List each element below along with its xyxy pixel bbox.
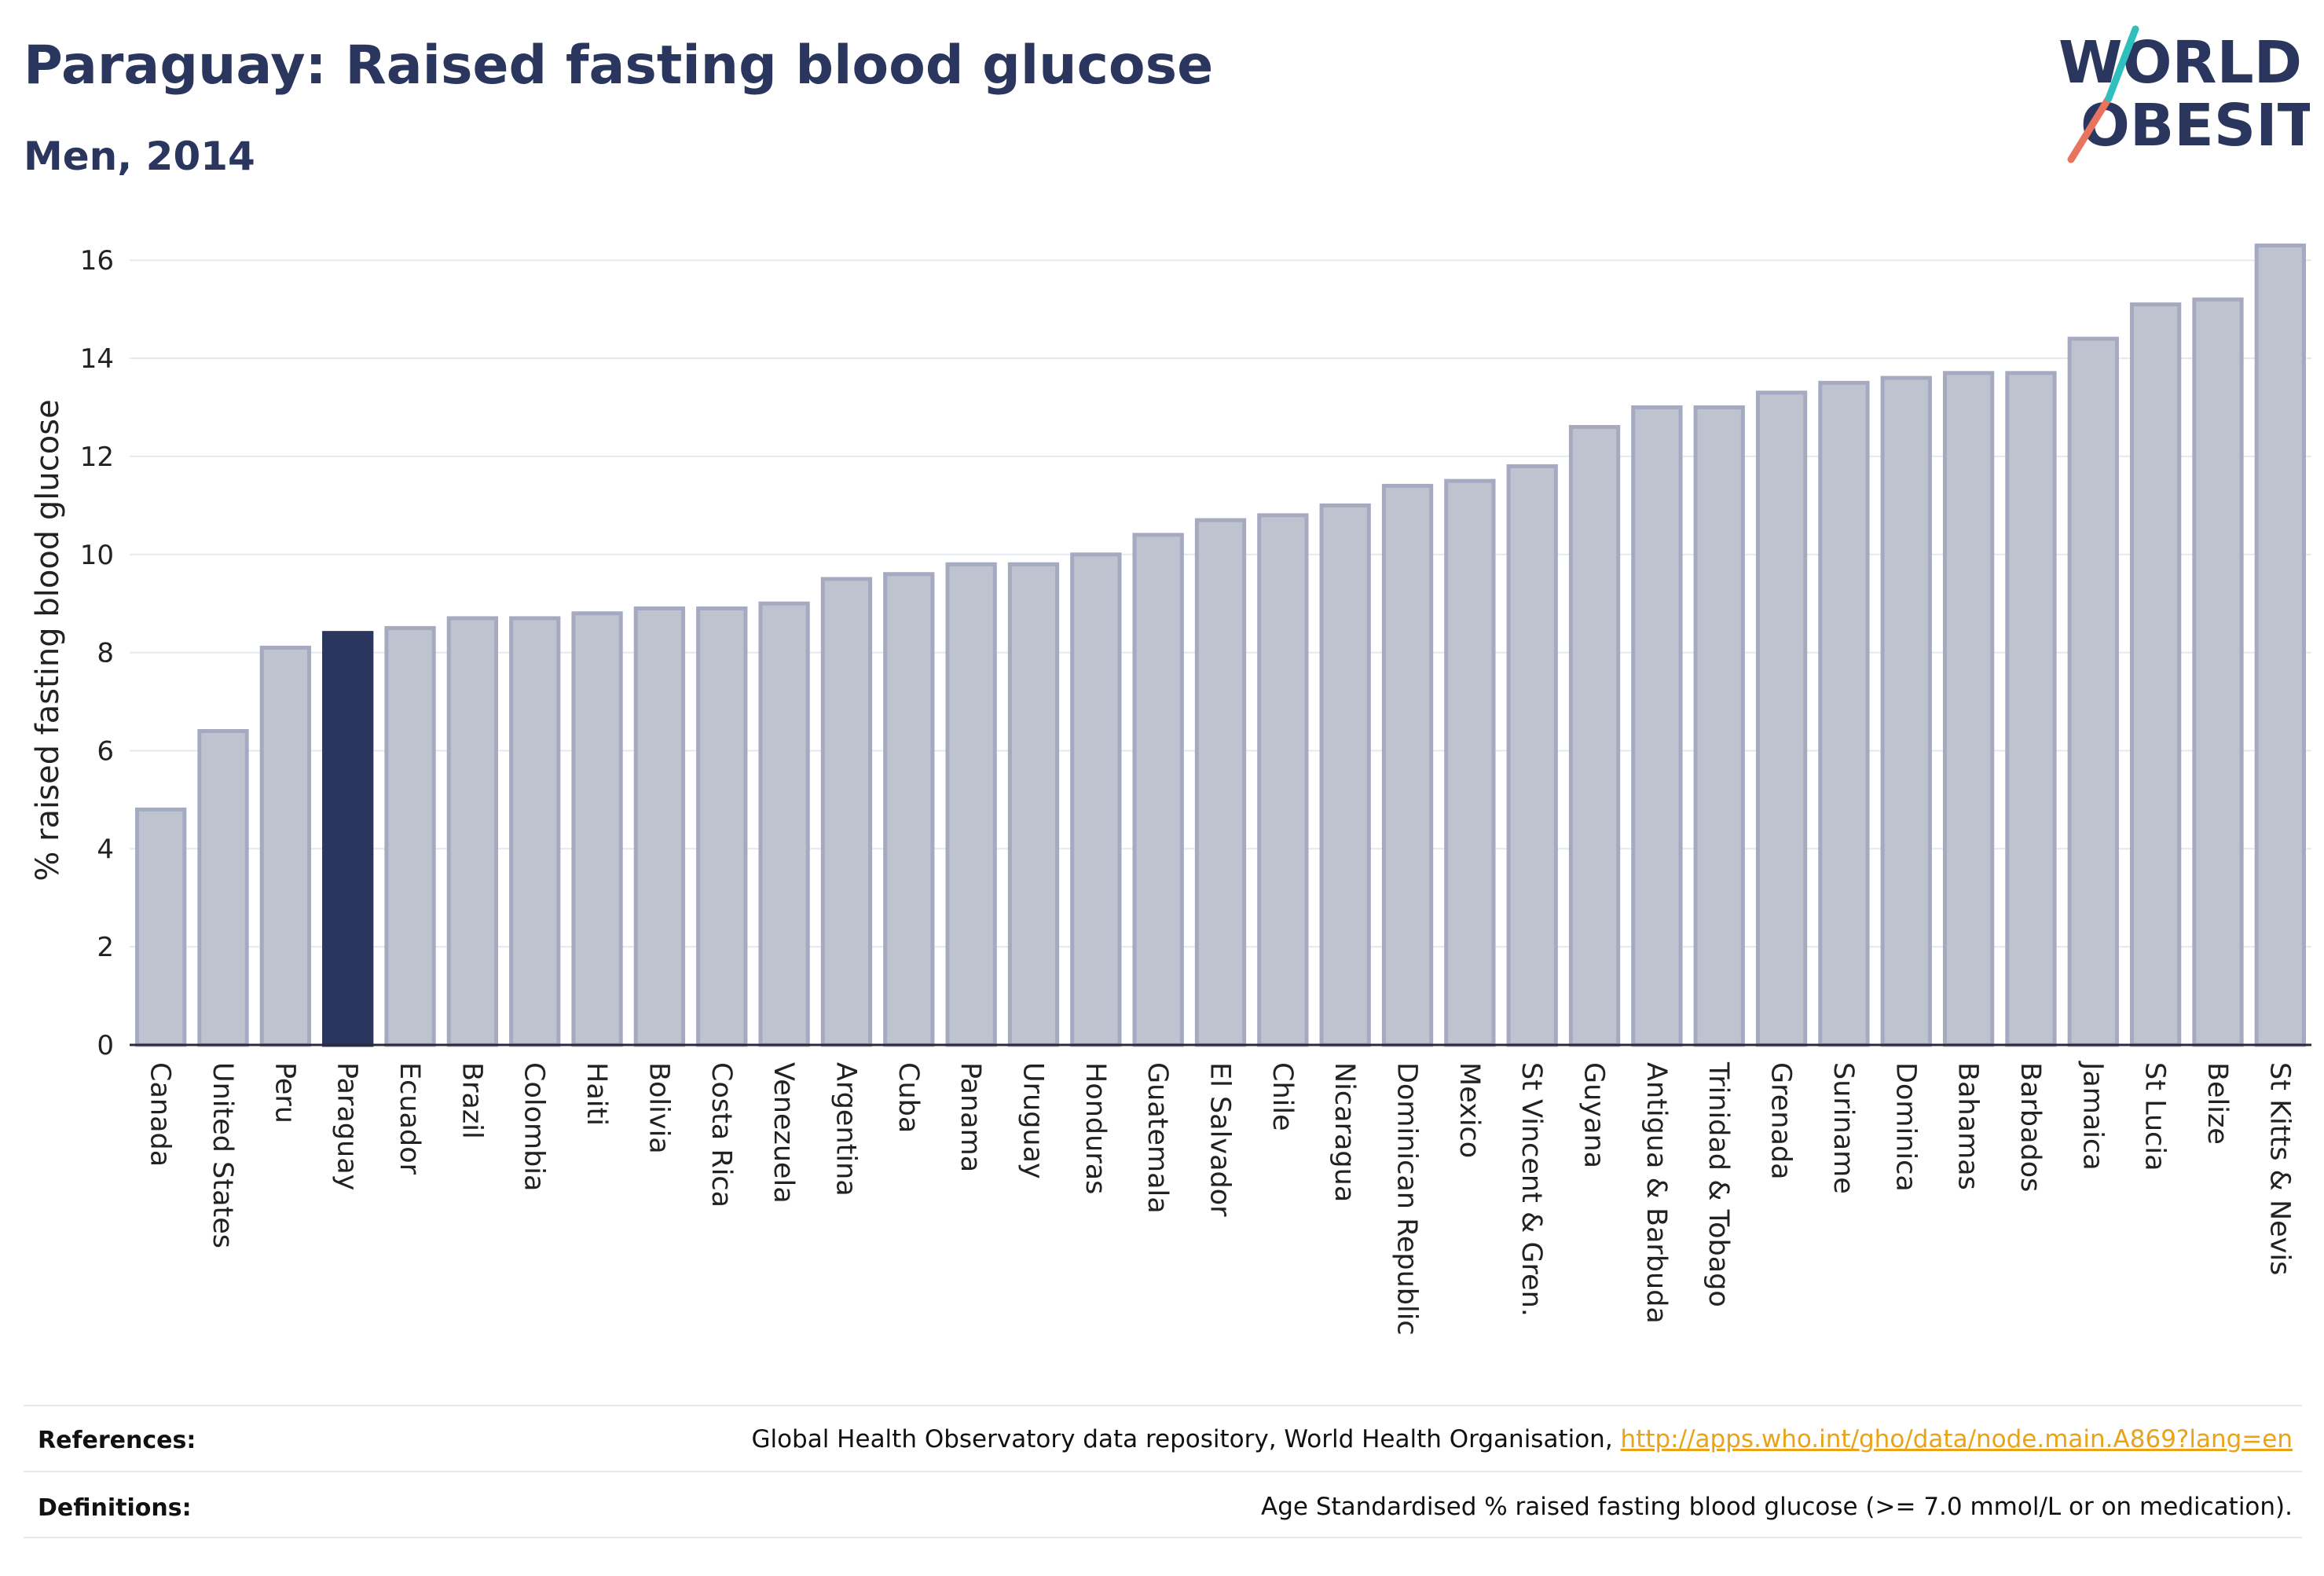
footer-divider-middle (24, 1471, 2302, 1472)
footer-divider-bottom (24, 1537, 2302, 1538)
x-tick-label: Uruguay (1017, 1062, 1048, 1179)
bar (1257, 513, 1309, 1047)
x-tick-label: St Kitts & Nevis (2264, 1062, 2295, 1275)
bar (820, 577, 873, 1047)
logo-slash-coral (2067, 94, 2113, 163)
x-tick-label: Mexico (1453, 1062, 1485, 1158)
logo-line1: WORLD (2058, 29, 2302, 97)
bar-chart: 0 2 4 6 8 10 12 14 16 Canada United States Peru Para… (30, 243, 2311, 1336)
x-tick-label: Costa Rica (706, 1062, 737, 1208)
x-tick-label: Barbados (2014, 1062, 2046, 1192)
x-tick-label: Grenada (1765, 1062, 1797, 1180)
bar (2067, 336, 2119, 1047)
bar (384, 625, 436, 1047)
x-tick-label: Chile (1266, 1062, 1298, 1131)
bar (2254, 243, 2306, 1047)
references-text: Global Health Observatory data repositor… (751, 1425, 1613, 1453)
definitions-value: Age Standardised % raised fasting blood … (1261, 1493, 2293, 1521)
x-tick-label: Bolivia (643, 1062, 674, 1154)
bar (633, 606, 686, 1047)
bar (1693, 405, 1745, 1047)
x-tick-label: United States (207, 1062, 238, 1248)
definitions-label: Definitions: (38, 1494, 192, 1522)
x-tick-label: Paraguay (332, 1062, 363, 1190)
y-axis-label: % raised fasting blood glucose (30, 399, 66, 881)
x-tick-label: Trinidad & Tobago (1703, 1061, 1734, 1307)
bar (446, 616, 499, 1047)
x-tick-label: Guyana (1578, 1062, 1610, 1168)
y-tick-label: 6 (97, 735, 114, 767)
x-tick-label: Suriname (1827, 1062, 1859, 1194)
x-tick-label: Brazil (456, 1062, 487, 1139)
bar (197, 728, 249, 1047)
x-tick-label: El Salvador (1204, 1062, 1236, 1217)
x-tick-label: Peru (269, 1062, 300, 1123)
bar (1007, 562, 1060, 1047)
bar (1070, 552, 1122, 1047)
logo-slash-teal (2105, 25, 2139, 102)
x-tick-label: Ecuador (394, 1062, 425, 1175)
x-tick-label: Panama (955, 1062, 986, 1172)
bar (2005, 371, 2057, 1047)
bar (1319, 503, 1371, 1047)
bar (758, 601, 810, 1047)
bar (945, 562, 997, 1047)
x-tick-label: Colombia (519, 1062, 550, 1191)
x-tick-label: Dominica (1890, 1062, 1921, 1192)
bar (1942, 371, 1995, 1047)
bar (1631, 405, 1683, 1047)
x-tick-label: Venezuela (768, 1062, 799, 1204)
x-tick-label: Guatemala (1142, 1062, 1173, 1214)
x-tick-label: St Vincent & Gren. (1516, 1062, 1547, 1317)
bar (696, 606, 748, 1047)
x-tick-label: Honduras (1080, 1062, 1111, 1194)
x-tick-label: Canada (145, 1062, 176, 1167)
y-tick-label: 10 (80, 540, 114, 571)
logo-line2: OBESITY (2080, 92, 2310, 159)
bar (571, 611, 623, 1047)
x-tick-label: Antigua & Barbuda (1640, 1062, 1672, 1324)
bar (509, 616, 561, 1047)
bar (259, 645, 312, 1047)
references-label: References: (38, 1427, 196, 1454)
x-tick-label: Nicaragua (1329, 1062, 1360, 1202)
bar (1194, 518, 1247, 1047)
footer-divider-top (24, 1405, 2302, 1406)
x-tick-label: Belize (2201, 1062, 2233, 1145)
x-tick-label: Haiti (581, 1062, 612, 1126)
chart-title: Paraguay: Raised fasting blood glucose (24, 35, 1214, 97)
x-tick-label: Jamaica (2077, 1061, 2108, 1171)
bar (2192, 297, 2244, 1047)
bar (1818, 380, 1870, 1047)
chart-subtitle: Men, 2014 (24, 134, 255, 179)
bar (1444, 478, 1496, 1047)
y-tick-label: 0 (97, 1030, 114, 1061)
bar (1755, 390, 1808, 1047)
world-obesity-logo: WORLD OBESITY (2058, 25, 2310, 163)
x-tick-label: Argentina (830, 1062, 861, 1197)
x-tick-label: Cuba (893, 1062, 924, 1133)
x-tick-label: Bahamas (1952, 1062, 1984, 1190)
bar (1568, 424, 1621, 1047)
x-tick-label: St Lucia (2139, 1062, 2171, 1171)
y-tick-label: 14 (80, 343, 114, 375)
y-tick-label: 8 (97, 638, 114, 669)
bar (1880, 376, 1932, 1047)
y-tick-label: 4 (97, 834, 114, 865)
bar (1506, 464, 1558, 1047)
references-link[interactable]: http://apps.who.int/gho/data/node.main.A… (1620, 1425, 2293, 1453)
bar (1132, 533, 1184, 1047)
references-value: Global Health Observatory data repositor… (751, 1425, 2293, 1453)
y-tick-label: 12 (80, 442, 114, 473)
bar-highlight (322, 631, 374, 1047)
bar (2129, 302, 2182, 1047)
bar (883, 572, 935, 1047)
bar (135, 807, 187, 1047)
y-tick-label: 16 (80, 245, 114, 277)
y-tick-label: 2 (97, 932, 114, 963)
bar (1381, 483, 1434, 1047)
x-tick-label: Dominican Republic (1391, 1062, 1423, 1336)
